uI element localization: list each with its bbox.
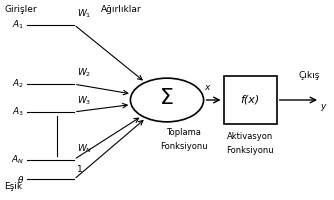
Text: Fonksiyonu: Fonksiyonu xyxy=(226,146,274,155)
Text: $A_N$: $A_N$ xyxy=(11,153,24,166)
Text: $W_3$: $W_3$ xyxy=(77,94,92,107)
Text: x: x xyxy=(204,83,210,92)
Text: Σ: Σ xyxy=(160,88,174,108)
Text: $W_N$: $W_N$ xyxy=(77,142,93,155)
Text: $W_1$: $W_1$ xyxy=(77,7,92,20)
Text: Toplama: Toplama xyxy=(166,128,201,137)
Text: y: y xyxy=(321,102,326,111)
Text: f(x): f(x) xyxy=(240,95,260,105)
Text: Girişler: Girişler xyxy=(4,5,37,14)
FancyBboxPatch shape xyxy=(223,76,277,124)
Text: 1: 1 xyxy=(77,165,83,174)
Text: Eşik: Eşik xyxy=(4,182,22,191)
Text: $A_2$: $A_2$ xyxy=(12,78,24,90)
Text: $A_1$: $A_1$ xyxy=(12,18,24,31)
Text: Aktivasyon: Aktivasyon xyxy=(227,132,273,141)
Text: Ağırlıklar: Ağırlıklar xyxy=(101,5,141,14)
Text: Fonksiyonu: Fonksiyonu xyxy=(160,142,207,151)
Text: Çıkış: Çıkış xyxy=(299,71,320,80)
Text: $A_3$: $A_3$ xyxy=(12,106,24,118)
Text: $W_2$: $W_2$ xyxy=(77,67,92,79)
Text: $\theta$: $\theta$ xyxy=(17,174,24,185)
